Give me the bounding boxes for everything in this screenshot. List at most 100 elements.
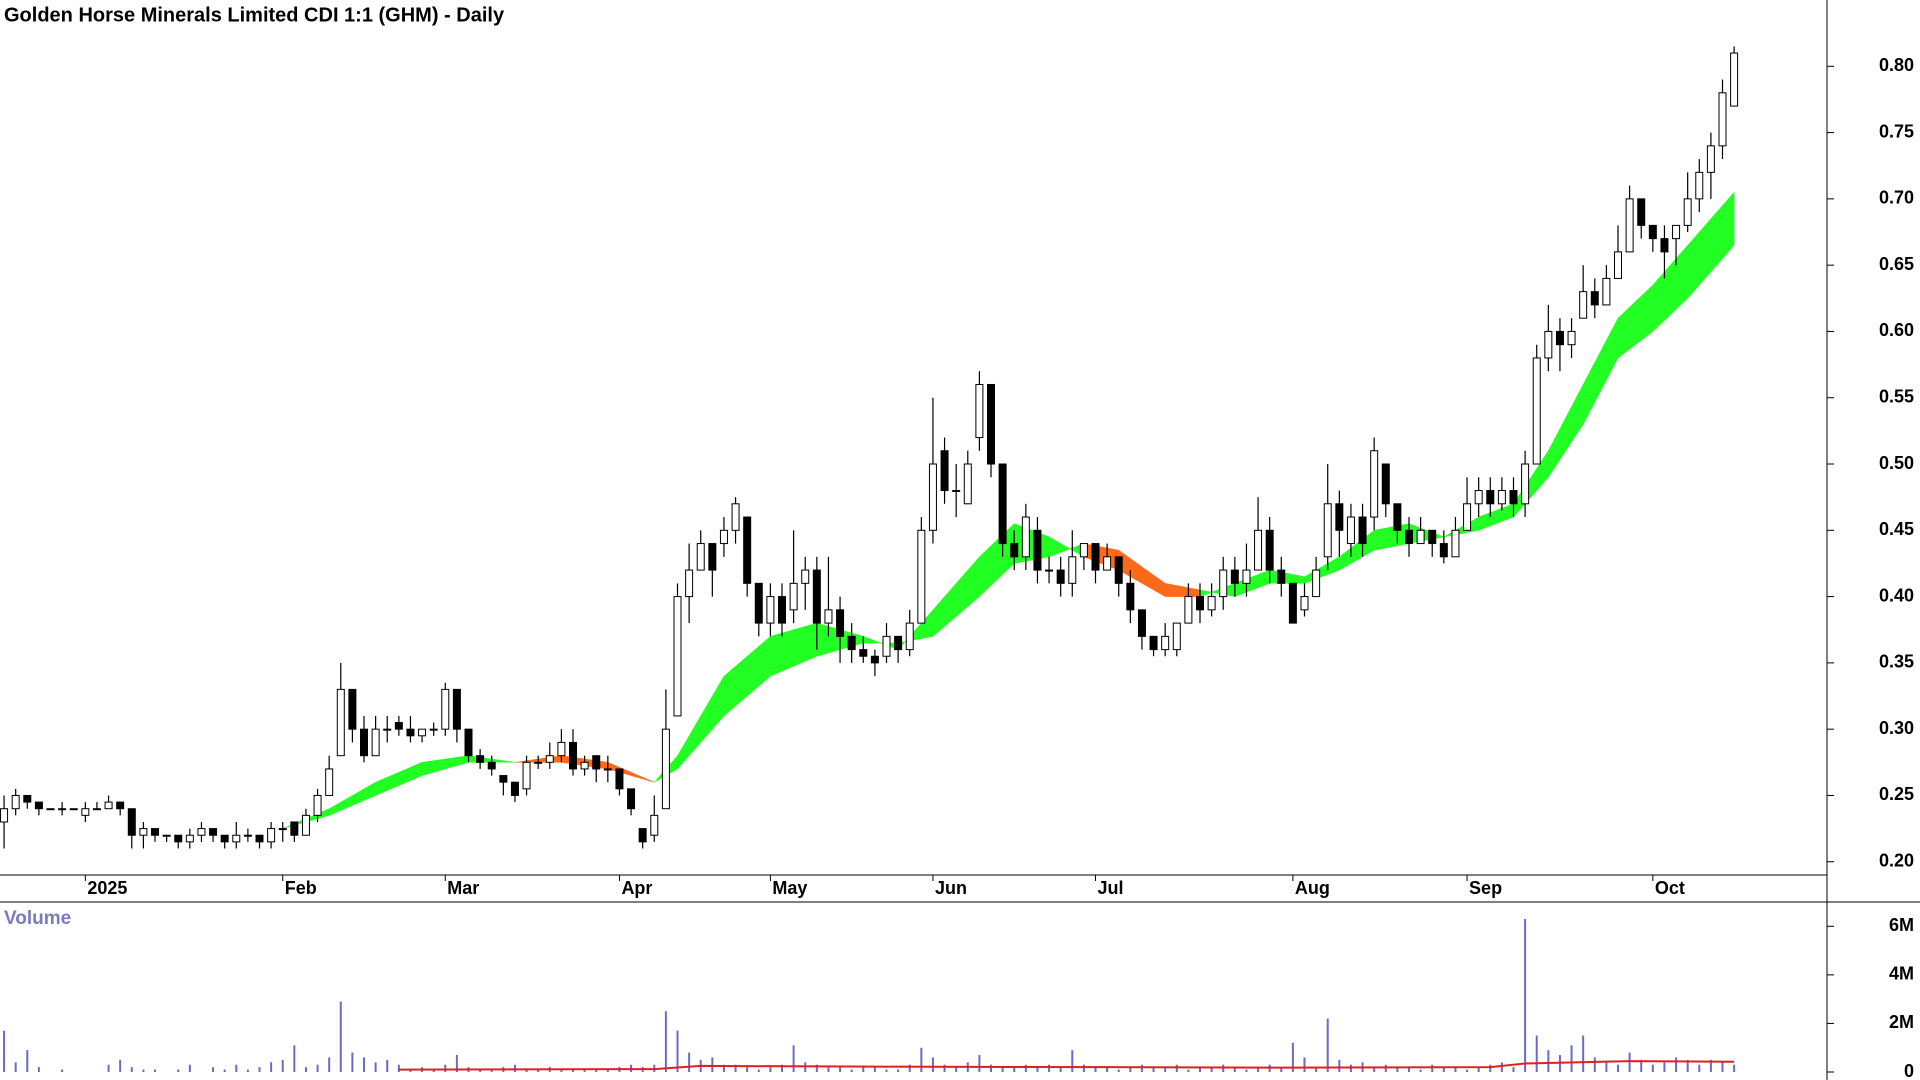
- ribbon-segment: [723, 635, 771, 717]
- ribbon-segment: [421, 755, 469, 776]
- candle-body: [162, 834, 171, 837]
- y-tick-label: 0.45: [1879, 519, 1914, 539]
- candle-body: [92, 808, 101, 811]
- candle-body: [592, 755, 601, 770]
- candle-body: [1416, 529, 1425, 545]
- ribbon-segment: [1687, 191, 1735, 299]
- candle-body: [1149, 635, 1158, 651]
- candle-body: [1312, 569, 1321, 598]
- candle-body: [1730, 52, 1739, 107]
- candle-body: [569, 741, 578, 770]
- candle-body: [650, 814, 659, 836]
- candle-body: [638, 828, 647, 843]
- candle-body: [197, 828, 206, 836]
- ribbon-segment: [1617, 284, 1654, 359]
- candle-body: [1474, 490, 1483, 505]
- ribbon-segment: [979, 523, 1015, 598]
- candle-body: [1114, 556, 1123, 584]
- candle-body: [522, 761, 531, 790]
- candle-body: [441, 688, 450, 730]
- x-tick-label: Jun: [935, 878, 967, 898]
- x-tick-label: Sep: [1469, 878, 1502, 898]
- y-tick-label: 0.65: [1879, 254, 1914, 274]
- candle-body: [1161, 635, 1170, 651]
- candle-body: [1683, 198, 1692, 226]
- candle-body: [81, 808, 90, 816]
- candle-body: [615, 768, 624, 790]
- candle-body: [801, 569, 810, 584]
- ribbon-segment: [1199, 582, 1236, 597]
- candle-body: [325, 768, 334, 796]
- candle-body: [11, 794, 20, 810]
- ribbon-segment: [897, 609, 934, 651]
- candle-body: [1370, 450, 1379, 518]
- candle-body: [627, 788, 636, 810]
- candle-body: [1532, 357, 1541, 465]
- candle-body: [1242, 569, 1251, 584]
- candle-body: [1091, 543, 1100, 571]
- candle-body: [185, 834, 194, 843]
- volume-ma-line: [398, 1060, 1735, 1071]
- candle-body: [464, 728, 473, 757]
- candle-body: [1184, 596, 1193, 624]
- y-tick-label: 0.20: [1879, 850, 1914, 870]
- x-tick-label: Oct: [1655, 878, 1685, 898]
- candle-body: [708, 543, 717, 571]
- candle-body: [1614, 251, 1623, 279]
- candle-body: [34, 801, 43, 810]
- candle-body: [46, 808, 55, 811]
- candle-body: [174, 834, 183, 843]
- candle-body: [1660, 238, 1669, 253]
- volume-tick-label: 0: [1904, 1061, 1914, 1080]
- candle-body: [1405, 529, 1414, 545]
- candle-body: [116, 801, 125, 810]
- candle-body: [418, 728, 427, 737]
- ribbon-segment: [1582, 318, 1619, 425]
- candle-body: [1010, 543, 1019, 558]
- y-tick-label: 0.55: [1879, 386, 1914, 406]
- volume-tick-label: 2M: [1889, 1012, 1914, 1032]
- candle-body: [255, 834, 264, 843]
- x-tick-label: 2025: [87, 878, 127, 898]
- ribbon-segment: [1548, 384, 1584, 479]
- candle-body: [1463, 503, 1472, 531]
- ribbon-segment: [863, 636, 899, 650]
- candle-body: [1056, 569, 1065, 584]
- candle-body: [1567, 330, 1576, 346]
- candle-body: [1207, 596, 1216, 611]
- y-tick-label: 0.75: [1879, 121, 1914, 141]
- candle-body: [371, 728, 380, 757]
- candle-body: [139, 828, 148, 836]
- candle-body: [661, 728, 670, 810]
- candle-body: [1521, 463, 1530, 505]
- candle-body: [1137, 609, 1146, 637]
- candle-body: [557, 741, 566, 757]
- candle-body: [1393, 503, 1402, 531]
- candle-body: [1288, 582, 1297, 624]
- candle-body: [754, 582, 763, 624]
- candle-body: [1196, 596, 1205, 611]
- ribbon-segment: [1373, 523, 1410, 551]
- x-tick-label: May: [772, 878, 807, 898]
- candle-body: [1439, 543, 1448, 558]
- candle-body: [1486, 490, 1495, 505]
- candle-body: [232, 834, 241, 843]
- ribbon-segment: [607, 761, 655, 783]
- ribbon-segment: [677, 675, 725, 770]
- candle-body: [894, 635, 903, 651]
- y-tick-label: 0.70: [1879, 188, 1914, 208]
- ribbon-segment: [1013, 523, 1050, 564]
- candle-body: [1602, 277, 1611, 306]
- candle-body: [859, 649, 868, 657]
- ribbon-segment: [1269, 569, 1305, 584]
- candle-body: [824, 609, 833, 624]
- candle-body: [603, 768, 612, 771]
- candle-body: [151, 828, 160, 836]
- candle-body: [905, 622, 914, 651]
- candle-body: [847, 635, 856, 651]
- ribbon-segment: [1304, 556, 1340, 584]
- ribbon-segment: [1234, 569, 1270, 597]
- candle-body: [1068, 556, 1077, 584]
- candle-body: [23, 794, 32, 803]
